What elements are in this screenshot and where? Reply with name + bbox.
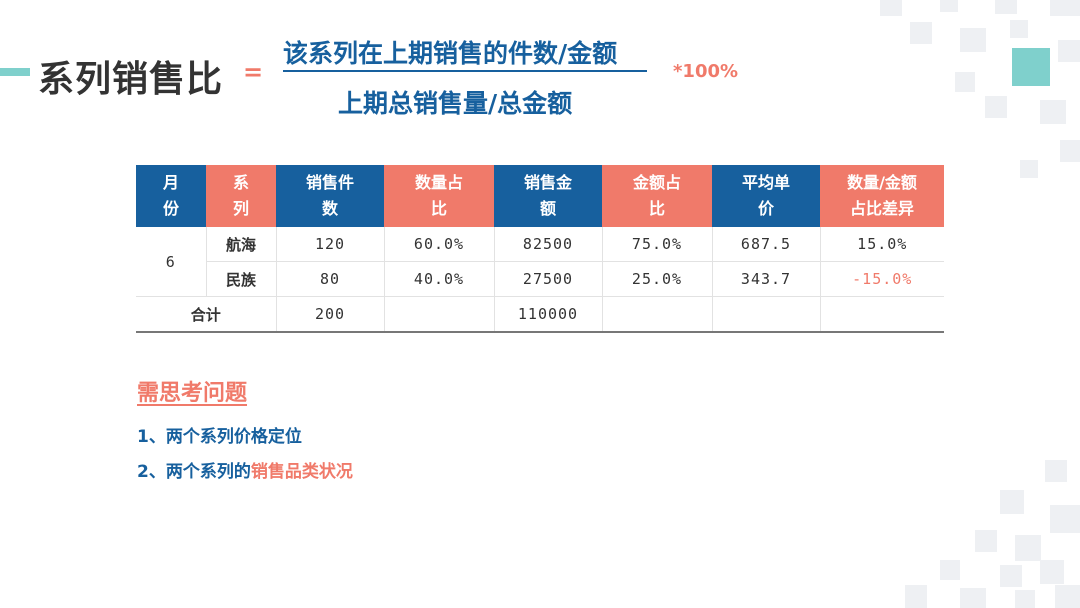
cell-empty bbox=[820, 296, 944, 333]
header-avg-price: 平均单价 bbox=[712, 165, 820, 227]
cell-avg-price: 343.7 bbox=[712, 261, 821, 297]
header-series: 系列 bbox=[206, 165, 276, 227]
cell-month: 6 bbox=[136, 227, 207, 297]
cell-empty bbox=[712, 296, 821, 333]
cell-qty: 80 bbox=[276, 261, 385, 297]
cell-total-amount: 110000 bbox=[494, 296, 603, 333]
cell-amount-pct: 75.0% bbox=[602, 227, 713, 262]
question-2-highlight: 销售品类状况 bbox=[250, 462, 353, 482]
cell-series: 民族 bbox=[206, 261, 277, 297]
cell-amount-pct: 25.0% bbox=[602, 261, 713, 297]
question-2-prefix: 2、两个系列的 bbox=[137, 462, 251, 482]
formula-denominator: 上期总销售量/总金额 bbox=[338, 89, 573, 118]
cell-qty-pct: 60.0% bbox=[384, 227, 495, 262]
cell-avg-price: 687.5 bbox=[712, 227, 821, 262]
cell-total-label: 合计 bbox=[136, 296, 277, 333]
cell-total-qty: 200 bbox=[276, 296, 385, 333]
cell-qty-pct: 40.0% bbox=[384, 261, 495, 297]
cell-amount: 27500 bbox=[494, 261, 603, 297]
page-title: 系列销售比 bbox=[38, 59, 224, 100]
sales-table: 月份 系列 销售件数 数量占比 销售金额 金额占比 平均单价 数量/金额 占比差异… bbox=[136, 165, 944, 333]
cell-empty bbox=[384, 296, 495, 333]
equals-sign: = bbox=[243, 58, 264, 86]
header-month: 月份 bbox=[136, 165, 206, 227]
question-2: 2、两个系列的销售品类状况 bbox=[137, 457, 353, 482]
title-accent-bar bbox=[0, 68, 30, 76]
header-diff: 数量/金额 占比差异 bbox=[820, 165, 944, 227]
question-1: 1、两个系列价格定位 bbox=[137, 427, 302, 447]
formula-numerator: 该系列在上期销售的件数/金额 bbox=[283, 39, 618, 68]
header-amount-pct: 金额占比 bbox=[602, 165, 712, 227]
table-total-row: 合计 200 110000 bbox=[136, 296, 944, 333]
header-amount: 销售金额 bbox=[494, 165, 602, 227]
formula-multiplier: *100% bbox=[673, 61, 739, 82]
cell-diff: -15.0% bbox=[820, 261, 944, 297]
fraction-line bbox=[283, 70, 647, 72]
header-qty: 销售件数 bbox=[276, 165, 384, 227]
cell-empty bbox=[602, 296, 713, 333]
cell-series: 航海 bbox=[206, 227, 277, 262]
table-row: 6 航海 120 60.0% 82500 75.0% 687.5 15.0% bbox=[136, 227, 944, 297]
header-qty-pct: 数量占比 bbox=[384, 165, 494, 227]
table-header-row: 月份 系列 销售件数 数量占比 销售金额 金额占比 平均单价 数量/金额 占比差异 bbox=[136, 165, 944, 227]
cell-qty: 120 bbox=[276, 227, 385, 262]
questions-heading: 需思考问题 bbox=[137, 381, 248, 406]
cell-diff: 15.0% bbox=[820, 227, 944, 262]
cell-amount: 82500 bbox=[494, 227, 603, 262]
table-row: 民族 80 40.0% 27500 25.0% 343.7 -15.0% bbox=[136, 261, 944, 297]
